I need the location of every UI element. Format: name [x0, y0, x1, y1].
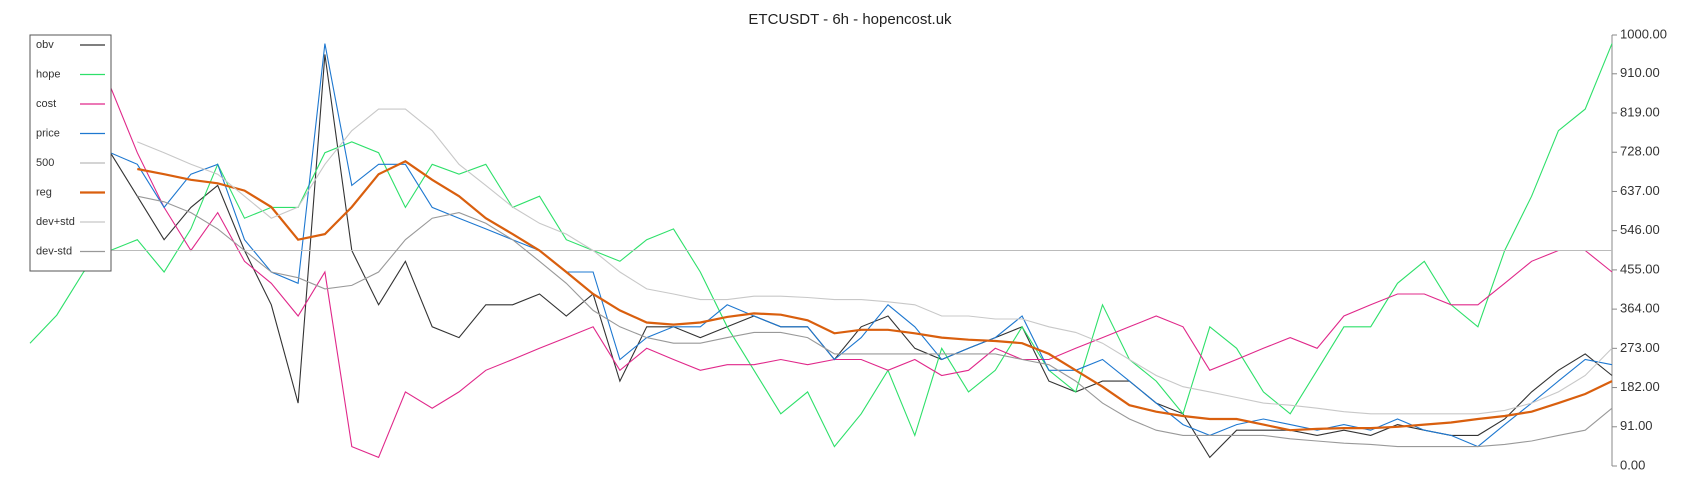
legend-label: cost — [36, 98, 56, 110]
chart-title: ETCUSDT - 6h - hopencost.uk — [748, 11, 952, 28]
y-tick-label: 273.00 — [1620, 340, 1660, 355]
series-line — [109, 54, 1613, 459]
y-tick-label: 546.00 — [1620, 222, 1660, 237]
legend-label: dev-std — [36, 245, 72, 257]
y-tick-label: 819.00 — [1620, 104, 1660, 119]
series-line — [110, 43, 1613, 448]
series-line — [137, 160, 1613, 432]
legend-label: price — [36, 127, 60, 139]
legend: obv hope cost price 500 reg dev+std dev-std — [29, 34, 112, 272]
y-tick-label: 637.00 — [1620, 183, 1660, 198]
legend-label: hope — [36, 68, 60, 80]
y-tick-label: 1000.00 — [1620, 26, 1667, 41]
y-tick-label: 364.00 — [1620, 301, 1660, 316]
legend-label: dev+std — [36, 216, 75, 228]
legend-label: 500 — [36, 157, 54, 169]
legend-label: obv — [36, 39, 54, 51]
series-line — [109, 86, 1613, 459]
y-tick-label: 910.00 — [1620, 65, 1660, 80]
y-tick-label: 728.00 — [1620, 144, 1660, 159]
series-line — [137, 108, 1613, 415]
legend-label: reg — [36, 186, 52, 198]
y-tick-label: 0.00 — [1620, 457, 1645, 472]
y-tick-label: 182.00 — [1620, 379, 1660, 394]
series-line — [29, 43, 1613, 448]
y-tick-label: 455.00 — [1620, 261, 1660, 276]
y-tick-label: 91.00 — [1620, 418, 1653, 433]
series-line — [137, 195, 1613, 448]
